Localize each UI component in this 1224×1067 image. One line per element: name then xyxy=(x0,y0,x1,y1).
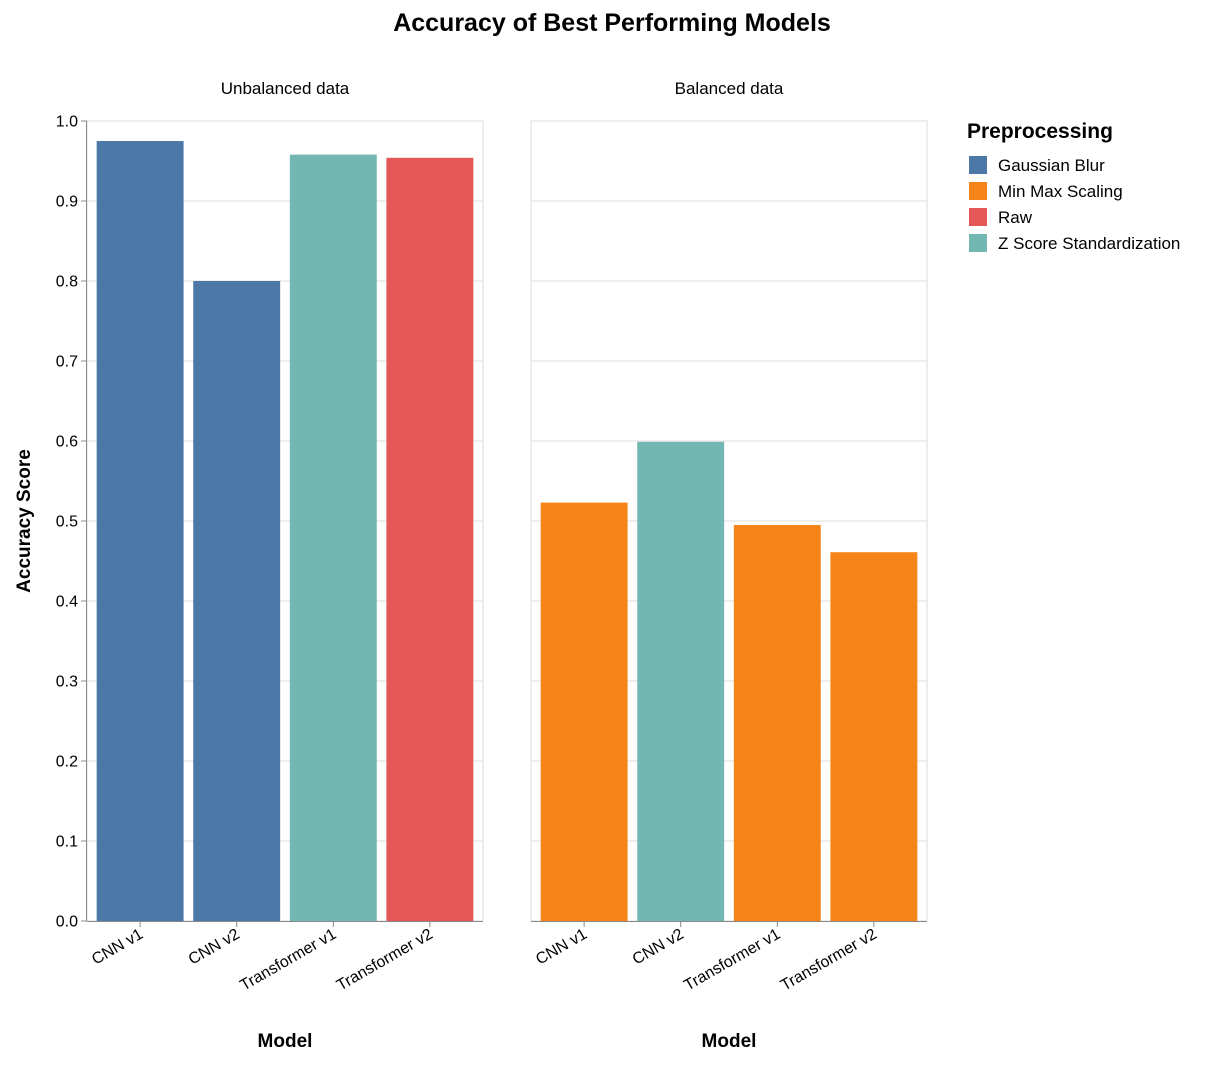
bar-transformer-v2 xyxy=(830,552,918,921)
bar-transformer-v1 xyxy=(733,525,821,921)
x-tick-label: CNN v2 xyxy=(630,926,687,969)
legend-label-z-score-standardization: Z Score Standardization xyxy=(998,234,1180,253)
legend-swatch-gaussian-blur xyxy=(969,156,987,174)
x-tick-label: CNN v2 xyxy=(186,926,243,969)
legend-label-min-max-scaling: Min Max Scaling xyxy=(998,182,1123,201)
y-axis-title: Accuracy Score xyxy=(14,449,35,593)
legend-label-gaussian-blur: Gaussian Blur xyxy=(998,156,1105,175)
bar-cnn-v2 xyxy=(193,281,281,921)
facet-title: Unbalanced data xyxy=(221,79,350,98)
y-tick-label: 0.9 xyxy=(56,194,78,211)
y-tick-label: 0.4 xyxy=(56,594,78,611)
y-tick-label: 0.5 xyxy=(56,514,78,531)
y-tick-label: 0.0 xyxy=(56,914,78,931)
x-axis-title: Model xyxy=(702,1031,757,1052)
y-tick-label: 0.3 xyxy=(56,674,78,691)
legend-swatch-min-max-scaling xyxy=(969,182,987,200)
legend-swatch-raw xyxy=(969,208,987,226)
legend-label-raw: Raw xyxy=(998,208,1033,227)
x-tick-label: Transformer v2 xyxy=(778,926,880,995)
y-tick-label: 0.8 xyxy=(56,274,78,291)
x-tick-label: Transformer v1 xyxy=(237,926,339,995)
x-axis-title: Model xyxy=(258,1031,313,1052)
bar-cnn-v2 xyxy=(637,441,725,921)
x-tick-label: CNN v1 xyxy=(89,926,146,969)
bar-transformer-v2 xyxy=(386,157,474,922)
legend-swatch-z-score-standardization xyxy=(969,234,987,252)
chart-title: Accuracy of Best Performing Models xyxy=(393,9,831,37)
x-tick-label: CNN v1 xyxy=(533,926,590,969)
y-tick-label: 0.7 xyxy=(56,354,78,371)
bar-transformer-v1 xyxy=(289,154,377,922)
facet-unbalanced-data: Unbalanced data 0.0 0.1 0.2 0.3 0.4 0.5 0.6 0.7 0… xyxy=(56,79,484,1052)
y-tick-label: 0.1 xyxy=(56,834,78,851)
y-tick-label: 1.0 xyxy=(56,114,78,131)
facet-title: Balanced data xyxy=(675,79,784,98)
bar-cnn-v1 xyxy=(96,141,184,921)
y-tick-label: 0.2 xyxy=(56,754,78,771)
legend-title: Preprocessing xyxy=(967,120,1113,143)
x-tick-label: Transformer v1 xyxy=(681,926,783,995)
bar-cnn-v1 xyxy=(540,502,628,921)
x-tick-label: Transformer v2 xyxy=(334,926,436,995)
y-tick-label: 0.6 xyxy=(56,434,78,451)
